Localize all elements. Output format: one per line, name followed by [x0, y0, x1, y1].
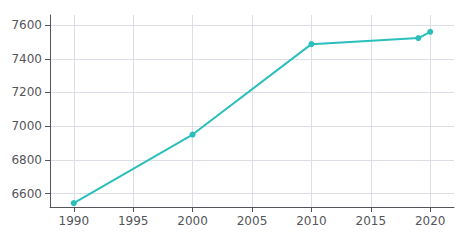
svg-text:6800: 6800	[11, 153, 42, 167]
svg-text:2005: 2005	[237, 214, 268, 228]
svg-text:7200: 7200	[11, 85, 42, 99]
svg-text:2010: 2010	[296, 214, 327, 228]
svg-text:7000: 7000	[11, 119, 42, 133]
svg-text:2020: 2020	[415, 214, 446, 228]
svg-text:6600: 6600	[11, 187, 42, 201]
svg-text:7400: 7400	[11, 52, 42, 66]
svg-text:2000: 2000	[177, 214, 208, 228]
svg-text:1995: 1995	[118, 214, 149, 228]
svg-text:1990: 1990	[58, 214, 89, 228]
svg-text:2015: 2015	[356, 214, 387, 228]
svg-text:7600: 7600	[11, 18, 42, 32]
